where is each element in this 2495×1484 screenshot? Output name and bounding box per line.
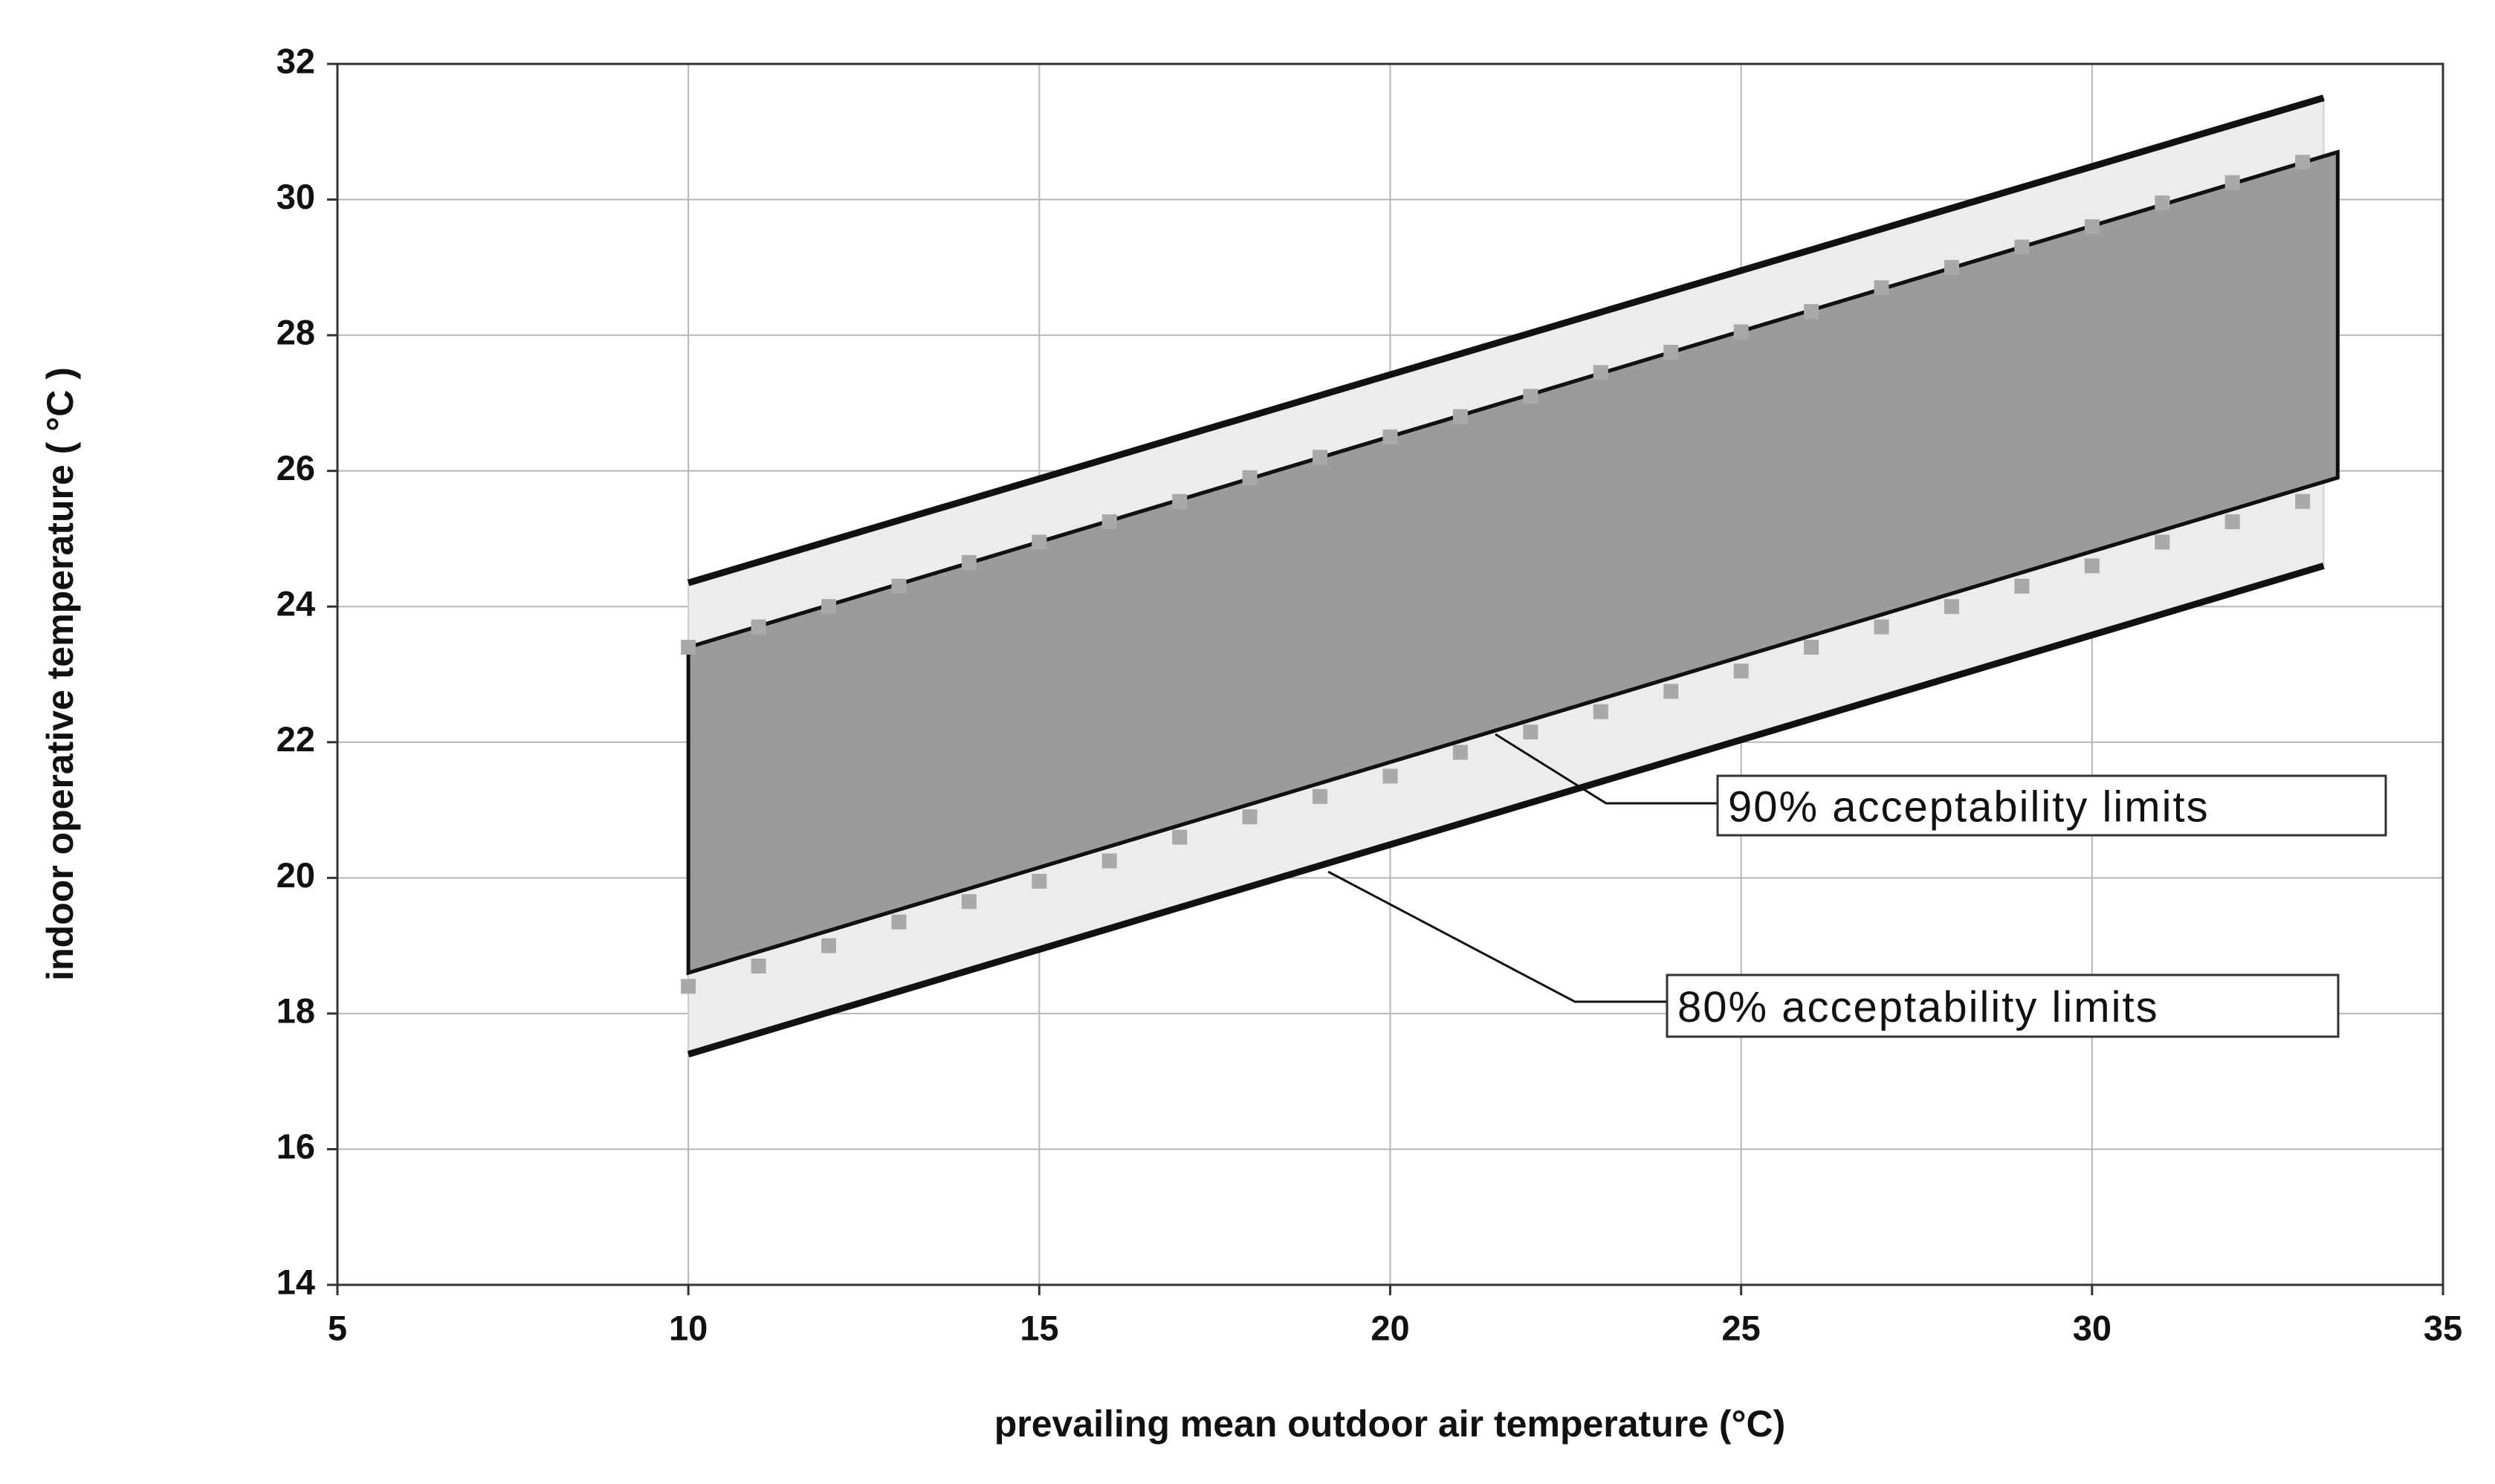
x-tick-label: 5 xyxy=(328,1308,347,1347)
point-upper xyxy=(1242,470,1258,485)
x-tick-label: 10 xyxy=(669,1308,708,1347)
annotation-box xyxy=(1666,973,2340,1038)
point-lower xyxy=(1382,768,1398,784)
point-upper xyxy=(2014,239,2030,255)
point-lower xyxy=(961,894,977,910)
band-lower-line xyxy=(687,476,2339,975)
point-upper xyxy=(1944,259,1959,275)
band-upper-line xyxy=(687,94,2325,586)
point-lower xyxy=(1944,599,1959,615)
point-upper xyxy=(821,599,837,615)
point-lower xyxy=(1242,809,1258,825)
y-tick-label: 18 xyxy=(276,991,315,1030)
y-tick-label: 22 xyxy=(276,719,315,759)
x-tick-label: 30 xyxy=(2073,1308,2111,1347)
point-upper xyxy=(1874,280,1889,296)
point-upper xyxy=(1663,344,1679,360)
point-lower xyxy=(2295,493,2311,509)
point-lower xyxy=(1874,619,1889,635)
point-lower xyxy=(751,958,766,973)
point-upper xyxy=(1452,409,1468,424)
point-lower xyxy=(1593,704,1608,719)
x-tick-label: 25 xyxy=(1722,1308,1761,1347)
leader-line xyxy=(1327,870,1667,1003)
point-upper xyxy=(1172,493,1188,509)
y-tick-label: 14 xyxy=(276,1262,315,1301)
point-lower xyxy=(1804,639,1819,655)
point-upper xyxy=(1313,450,1328,465)
point-upper xyxy=(2295,155,2311,170)
point-upper xyxy=(1101,514,1117,530)
point-lower xyxy=(681,979,696,994)
point-lower xyxy=(891,914,907,930)
point-upper xyxy=(751,619,766,635)
y-tick-label: 30 xyxy=(276,177,315,216)
point-upper xyxy=(2084,219,2100,235)
point-lower xyxy=(1523,725,1538,740)
band-lower-line xyxy=(687,563,2325,1057)
point-lower xyxy=(1172,829,1188,845)
point-lower xyxy=(1032,873,1047,889)
point-lower xyxy=(1313,788,1328,804)
y-tick-label: 16 xyxy=(276,1127,315,1166)
point-upper xyxy=(2155,195,2170,211)
y-tick-label: 20 xyxy=(276,855,315,895)
x-tick-label: 20 xyxy=(1371,1308,1409,1347)
point-upper xyxy=(2224,175,2240,190)
point-upper xyxy=(681,639,696,655)
y-tick-label: 28 xyxy=(276,313,315,352)
point-lower xyxy=(2084,558,2100,574)
point-upper xyxy=(1523,389,1538,404)
point-upper xyxy=(1032,534,1047,550)
y-tick-label: 32 xyxy=(276,41,315,80)
point-lower xyxy=(2014,578,2030,594)
point-lower xyxy=(1663,684,1679,699)
point-upper xyxy=(1804,304,1819,320)
point-upper xyxy=(1382,430,1398,445)
y-tick-label: 26 xyxy=(276,448,315,487)
x-tick-label: 35 xyxy=(2424,1308,2462,1347)
y-tick-label: 24 xyxy=(276,584,315,623)
point-lower xyxy=(1452,745,1468,760)
point-upper xyxy=(1593,365,1608,380)
leader-line xyxy=(1495,733,1718,805)
point-upper xyxy=(891,578,907,594)
point-lower xyxy=(2224,514,2240,530)
annotation-box xyxy=(1716,774,2387,837)
point-lower xyxy=(1733,663,1749,678)
point-lower xyxy=(2155,534,2170,550)
x-tick-label: 15 xyxy=(1020,1308,1058,1347)
plot-frame xyxy=(336,62,2444,1286)
point-upper xyxy=(961,554,977,570)
x-axis-label: prevailing mean outdoor air temperature … xyxy=(994,1403,1786,1445)
annotation-label: 80% acceptability limits xyxy=(1677,983,2159,1031)
y-axis-label: indoor operative temperature ( °C ) xyxy=(39,367,81,981)
annotation-label: 90% acceptability limits xyxy=(1728,782,2210,831)
point-lower xyxy=(821,938,837,953)
point-lower xyxy=(1101,853,1117,869)
point-upper xyxy=(1733,324,1749,340)
